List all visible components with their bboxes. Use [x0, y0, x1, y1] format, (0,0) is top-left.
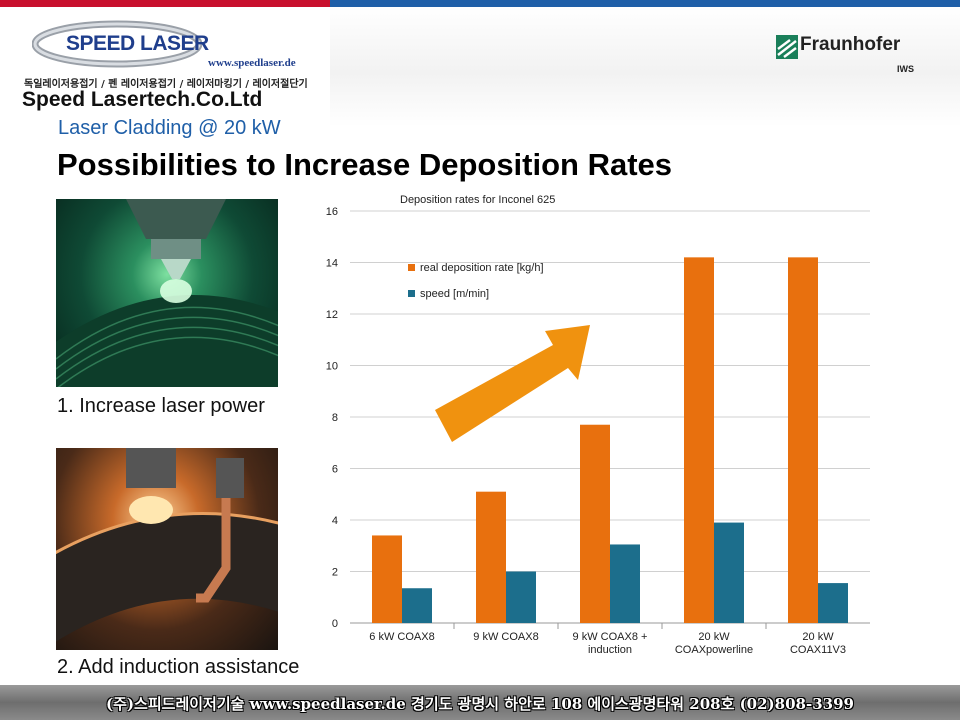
- brand-logo-text: SPEED LASER: [66, 32, 209, 55]
- y-tick-label: 4: [332, 515, 338, 527]
- speed-bar: [714, 522, 744, 623]
- fraunhofer-logo: Fraunhofer IWS: [776, 34, 926, 78]
- speed-laser-logo: SPEED LASER www.speedlaser.de 독일레이저용접기 /…: [18, 12, 336, 112]
- deposition-rate-bar: [684, 257, 714, 623]
- caption-increase-power: 1. Increase laser power: [57, 395, 265, 417]
- deposition-rate-chart: 0 2 4 6 8 10 12 14 16 Deposition rates for Incone…: [326, 194, 870, 656]
- legend-label: real deposition rate [kg/h]: [420, 262, 544, 274]
- chart-title: Deposition rates for Inconel 625: [400, 194, 555, 206]
- y-tick-label: 6: [332, 464, 338, 476]
- top-red-bar: [0, 0, 330, 7]
- slide-title: Possibilities to Increase Deposition Rat…: [57, 147, 673, 182]
- laser-cladding-photo: [56, 199, 278, 387]
- y-tick-label: 10: [326, 361, 338, 373]
- x-tick-label: 6 kW COAX8: [369, 631, 434, 643]
- x-tick-label: COAX11V3: [790, 644, 846, 656]
- y-tick-label: 2: [332, 567, 338, 579]
- y-tick-label: 8: [332, 412, 338, 424]
- footer-bar: (주)스피드레이저기술 www.speedlaser.de 경기도 광명시 하안…: [0, 685, 960, 720]
- trend-arrow: [435, 325, 590, 442]
- x-tick-label: 9 kW COAX8 +: [573, 631, 648, 643]
- speed-bar: [610, 544, 640, 623]
- caption-induction: 2. Add induction assistance: [57, 656, 300, 678]
- laser-nozzle-illustration: [56, 199, 278, 387]
- footer-text: (주)스피드레이저기술 www.speedlaser.de 경기도 광명시 하안…: [106, 695, 854, 713]
- deposition-rate-bar: [372, 535, 402, 623]
- brand-url: www.speedlaser.de: [208, 57, 296, 69]
- top-color-bar: [0, 0, 960, 7]
- slide-subtitle: Laser Cladding @ 20 kW: [58, 117, 281, 139]
- header-gradient: [330, 7, 960, 127]
- top-blue-bar: [330, 0, 960, 7]
- fraunhofer-mark-icon: [776, 35, 798, 59]
- deposition-rate-bar: [476, 491, 506, 623]
- brand-tagline: 독일레이저용접기 / 펜 레이저용접기 / 레이저마킹기 / 레이저절단기: [24, 79, 308, 90]
- deposition-rate-bar: [580, 424, 610, 623]
- legend-swatch: [408, 264, 415, 271]
- y-tick-label: 16: [326, 206, 338, 218]
- y-tick-label: 14: [326, 258, 338, 270]
- partner-name: Fraunhofer: [800, 34, 901, 55]
- swoosh-icon: [32, 20, 202, 68]
- partner-unit: IWS: [897, 64, 914, 74]
- legend-label: speed [m/min]: [420, 288, 489, 300]
- induction-assistance-photo: [56, 448, 278, 650]
- deposition-rate-bar: [788, 257, 818, 623]
- speed-bar: [506, 571, 536, 623]
- x-tick-label: COAXpowerline: [675, 644, 753, 656]
- x-tick-label: 9 kW COAX8: [473, 631, 538, 643]
- speed-bar: [818, 583, 848, 623]
- x-tick-label: induction: [588, 644, 632, 656]
- x-tick-label: 20 kW: [802, 631, 834, 643]
- speed-bar: [402, 588, 432, 623]
- legend-swatch: [408, 290, 415, 297]
- company-name: Speed Lasertech.Co.Ltd: [22, 88, 263, 111]
- y-tick-label: 12: [326, 309, 338, 321]
- induction-setup-illustration: [56, 448, 278, 642]
- x-tick-label: 20 kW: [698, 631, 730, 643]
- y-tick-label: 0: [332, 618, 338, 630]
